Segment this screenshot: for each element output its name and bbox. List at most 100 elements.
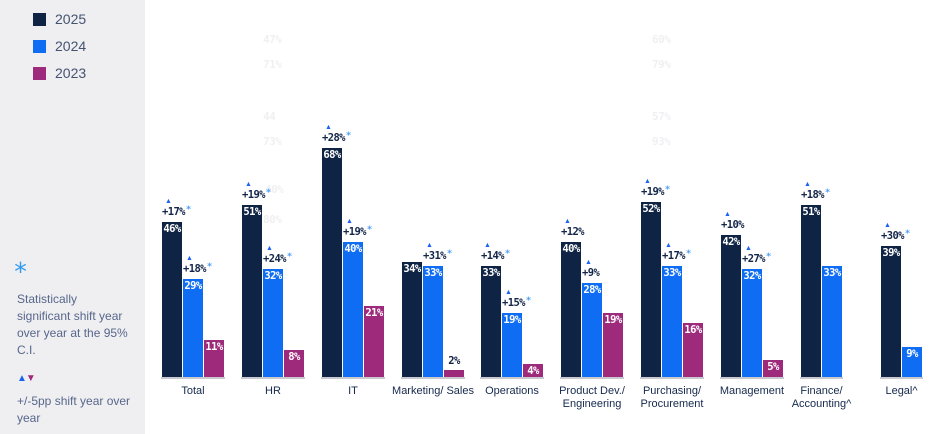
bar-value-label: 8% [288, 351, 300, 363]
shift-value: +19%* [641, 185, 670, 198]
bar-value-label: 19% [604, 314, 622, 326]
shift-annotation: ▲ +19%* [343, 217, 372, 240]
category-label-line: Finance/ [800, 385, 843, 397]
bar-value-label: 68% [323, 149, 341, 161]
up-triangle-icon: ▲ [665, 242, 672, 249]
bar-value-label: 16% [684, 324, 702, 336]
shift-value: +9% [582, 267, 600, 279]
shift-annotation: ▲ +31%* [423, 241, 452, 264]
significance-star: * [824, 188, 830, 198]
bar-2025-2 [242, 205, 262, 377]
bar-2024-9 [822, 266, 842, 377]
significance-star-icon: * [13, 257, 29, 286]
shift-value: +17%* [162, 205, 191, 218]
bar-2023-7 [683, 323, 703, 377]
up-triangle-icon: ▲ [266, 245, 273, 252]
legend: 2025 2024 2023 [33, 11, 87, 93]
legend-label: 2023 [55, 65, 87, 81]
bar-2023-2 [284, 350, 304, 377]
down-triangle-icon: ▼ [25, 373, 36, 384]
shift-value: +31%* [423, 249, 452, 262]
legend-swatch-2024 [33, 39, 46, 53]
ghost-label: 93% [652, 135, 671, 148]
bar-value-label: 33% [424, 267, 442, 279]
bar-2025-1 [162, 222, 182, 377]
bar-value-label: 33% [482, 267, 500, 279]
shift-value: +28%* [322, 131, 351, 144]
bar-2024-4 [423, 266, 443, 377]
shift-annotation: ▲ +9% [582, 258, 600, 280]
up-triangle-icon: ▲ [165, 198, 172, 205]
axis-baseline [720, 377, 784, 379]
shift-annotation: ▲ +15%* [502, 288, 531, 311]
shift-value: +18%* [801, 188, 830, 201]
shift-annotation: ▲ +17%* [662, 241, 691, 264]
bar-value-label: 5% [767, 361, 779, 373]
bar-2025-7 [641, 202, 661, 377]
bar-2023-5 [523, 364, 543, 377]
bar-value-label: 51% [802, 206, 820, 218]
axis-baseline [321, 377, 385, 379]
up-triangle-icon: ▲ [745, 245, 752, 252]
legend-swatch-2023 [33, 66, 46, 80]
shift-value: +24%* [263, 252, 292, 265]
legend-label: 2024 [55, 38, 87, 54]
up-triangle-icon: ▲ [426, 242, 433, 249]
up-triangle-icon: ▲ [245, 181, 252, 188]
category-label-line: Engineering [562, 398, 622, 410]
bar-value-label: 46% [163, 223, 181, 235]
ghost-label: 40% [265, 183, 284, 196]
shift-triangle-icons: ▲▼ [17, 374, 136, 384]
up-triangle-icon: ▲ [585, 259, 592, 266]
shift-annotation: ▲ +12% [561, 217, 584, 239]
up-triangle-icon: ▲ [346, 218, 353, 225]
bar-2024-6 [582, 283, 602, 377]
shift-value: +10% [721, 219, 744, 231]
legend-item-2024: 2024 [33, 38, 87, 54]
ghost-label: 57% [652, 110, 671, 123]
bar-2025-10 [881, 246, 901, 377]
bar-2023-8 [763, 360, 783, 377]
footnotes: * Statistically significant shift year o… [10, 257, 136, 427]
shift-value: +15%* [502, 296, 531, 309]
bar-value-label: 9% [906, 348, 918, 360]
shift-annotation: ▲ +10% [721, 210, 744, 232]
up-triangle-icon: ▲ [505, 289, 512, 296]
category-label: IT [293, 385, 413, 398]
up-triangle-icon: ▲ [17, 373, 27, 384]
category-label-line: Product Dev./ [559, 385, 625, 397]
shift-annotation: ▲ +19%* [242, 180, 271, 203]
category-label-line: Marketing/ Sales [392, 385, 474, 397]
bar-value-label: 40% [562, 243, 580, 255]
ghost-label: 79% [652, 58, 671, 71]
significance-star: * [366, 225, 372, 235]
bar-2024-8 [742, 269, 762, 377]
significance-star: * [265, 188, 271, 198]
bar-value-label: 28% [583, 284, 601, 296]
bar-2025-6 [561, 242, 581, 377]
up-triangle-icon: ▲ [804, 181, 811, 188]
bar-value-label: 11% [205, 341, 223, 353]
category-label: Legal^ [842, 385, 946, 398]
ghost-label: 73% [263, 135, 282, 148]
bar-value-label: 21% [365, 307, 383, 319]
significance-star: * [185, 205, 191, 215]
bar-value-label: 29% [184, 280, 202, 292]
significance-star: * [206, 262, 212, 272]
bar-value-label: 39% [882, 247, 900, 259]
up-triangle-icon: ▲ [564, 218, 571, 225]
bar-value-label: 51% [243, 206, 261, 218]
bar-value-label: 33% [823, 267, 841, 279]
shift-annotation: ▲ +24%* [263, 244, 292, 267]
significance-star: * [664, 185, 670, 195]
ghost-label: 60% [652, 33, 671, 46]
legend-label: 2025 [55, 11, 87, 27]
bar-value-label: 52% [642, 203, 660, 215]
significance-star: * [525, 296, 531, 306]
axis-baseline [241, 377, 305, 379]
category-label-line: Purchasing/ [642, 385, 702, 397]
bar-2023-4 [444, 370, 464, 377]
legend-swatch-2025 [33, 12, 46, 26]
bar-value-label: 33% [663, 267, 681, 279]
bar-value-label: 34% [403, 263, 421, 275]
